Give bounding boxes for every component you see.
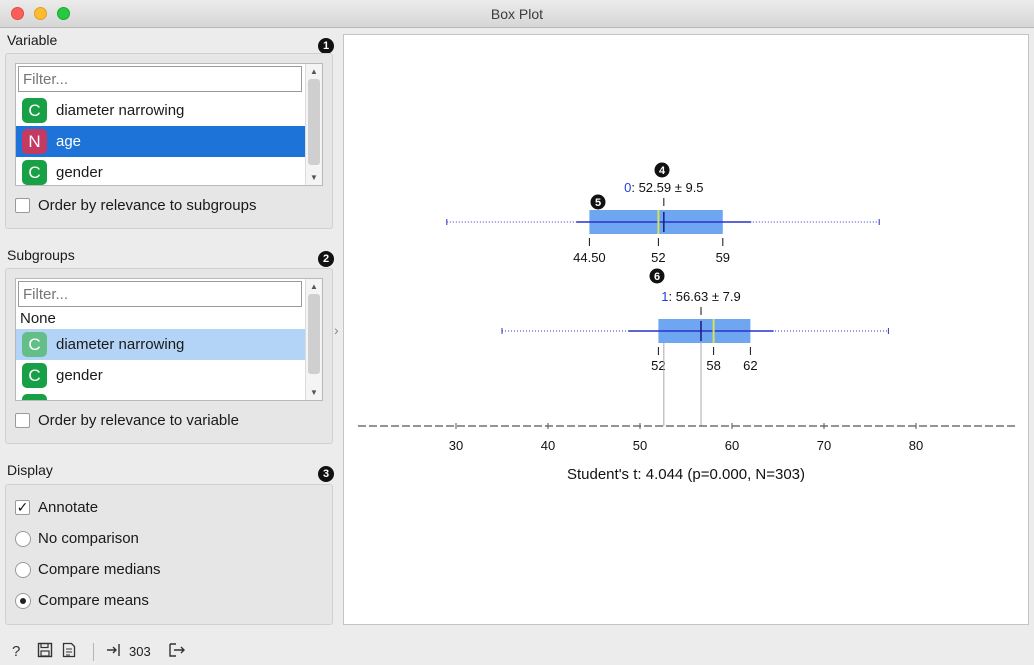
callout-badge-6	[649, 268, 665, 284]
scroll-up-arrow-icon[interactable]: ▲	[310, 67, 318, 76]
checkbox-label: Annotate	[38, 499, 99, 516]
stat-tick-label-1-1: 58	[706, 358, 720, 373]
variable-list-scrollbar[interactable]: ▲ ▼	[305, 64, 322, 185]
radio-circle[interactable]	[15, 562, 31, 578]
subgroup-item-label: None	[20, 310, 56, 327]
checkbox-box[interactable]	[15, 198, 30, 213]
radio-label: No comparison	[38, 530, 139, 547]
display-group: ✓ Annotate No comparison Compare medians…	[5, 484, 333, 625]
group-label-0: 0: 52.59 ± 9.5	[624, 180, 703, 195]
title-bar: Box Plot	[0, 0, 1034, 28]
continuous-type-icon: C	[22, 363, 47, 388]
continuous-type-icon: C	[22, 98, 47, 123]
callout-badge-2: 2	[318, 251, 334, 267]
variable-section-title: Variable	[7, 32, 58, 48]
zoom-window-button[interactable]	[57, 7, 70, 20]
continuous-type-icon: C	[22, 332, 47, 357]
scrollbar-thumb[interactable]	[308, 294, 320, 374]
subgroup-item-gender[interactable]: C gender	[16, 360, 306, 391]
variable-item-label: gender	[56, 164, 103, 181]
statistic-text: Student's t: 4.044 (p=0.000, N=303)	[567, 466, 805, 483]
subgroup-item-diameter-narrowing[interactable]: C diameter narrowing	[16, 329, 306, 360]
continuous-type-icon: C	[22, 160, 47, 185]
callout-badge-6-label: 6	[654, 271, 660, 283]
subgroup-item-label: gender	[56, 367, 103, 384]
x-axis-tick-label-2: 50	[633, 438, 647, 453]
x-axis-tick-label-3: 60	[725, 438, 739, 453]
subgroups-section-title: Subgroups	[7, 247, 75, 263]
radio-circle[interactable]	[15, 531, 31, 547]
numeric-type-icon: N	[22, 129, 47, 154]
radio-label: Compare means	[38, 592, 149, 609]
scroll-down-arrow-icon[interactable]: ▼	[310, 388, 318, 397]
stat-tick-label-0-1: 52	[651, 250, 665, 265]
subgroups-list[interactable]: None C diameter narrowing C gender ▲ ▼	[15, 278, 323, 401]
help-icon[interactable]: ?	[12, 643, 21, 660]
callout-badge-3: 3	[318, 466, 334, 482]
callout-badge-5	[590, 194, 606, 210]
stat-tick-label-1-2: 62	[743, 358, 757, 373]
stat-tick-label-0-2: 59	[716, 250, 730, 265]
radio-circle[interactable]	[15, 593, 31, 609]
collapse-panel-chevron-icon[interactable]: ›	[334, 322, 339, 338]
display-section-title: Display	[7, 462, 53, 478]
callout-badge-4	[654, 162, 670, 178]
radio-label: Compare medians	[38, 561, 161, 578]
subgroups-list-scrollbar[interactable]: ▲ ▼	[305, 279, 322, 400]
scroll-up-arrow-icon[interactable]: ▲	[310, 282, 318, 291]
subgroup-item-label: diameter narrowing	[56, 336, 185, 353]
variable-item-label: diameter narrowing	[56, 102, 185, 119]
scroll-down-arrow-icon[interactable]: ▼	[310, 173, 318, 182]
continuous-type-icon	[22, 394, 47, 400]
x-axis-tick-label-4: 70	[817, 438, 831, 453]
subgroups-group: None C diameter narrowing C gender ▲ ▼ O…	[5, 268, 333, 444]
checkbox-box[interactable]	[15, 413, 30, 428]
input-data-icon	[106, 642, 122, 662]
minimize-window-button[interactable]	[34, 7, 47, 20]
subgroups-filter-input[interactable]	[18, 281, 302, 307]
variable-item-age[interactable]: N age	[16, 126, 306, 157]
stat-tick-label-0-0: 44.50	[573, 250, 606, 265]
save-icon[interactable]	[37, 642, 53, 662]
group-label-1: 1: 56.63 ± 7.9	[661, 289, 740, 304]
callout-badge-4-label: 4	[659, 165, 666, 177]
callout-badge-1: 1	[318, 38, 334, 54]
close-window-button[interactable]	[11, 7, 24, 20]
box-plot-area[interactable]: 0: 52.59 ± 9.5 44.50 52 59 1: 56.63 ± 7.9 52 5…	[343, 34, 1029, 625]
x-axis-tick-label-0: 30	[449, 438, 463, 453]
status-separator	[93, 643, 94, 661]
variable-item-gender[interactable]: C gender	[16, 157, 306, 185]
subgroup-item-none[interactable]: None	[16, 309, 306, 329]
variable-list[interactable]: C diameter narrowing N age C gender ▲ ▼	[15, 63, 323, 186]
window-title: Box Plot	[490, 6, 544, 22]
checkbox-label: Order by relevance to subgroups	[38, 197, 257, 214]
x-axis-tick-label-5: 80	[909, 438, 923, 453]
variable-item-diameter-narrowing[interactable]: C diameter narrowing	[16, 95, 306, 126]
x-axis-tick-label-1: 40	[541, 438, 555, 453]
input-count: 303	[129, 644, 151, 659]
checkmark-icon[interactable]: ✓	[15, 499, 30, 515]
variable-group: C diameter narrowing N age C gender ▲ ▼ …	[5, 53, 333, 229]
subgroup-item-partial[interactable]	[16, 391, 306, 400]
scrollbar-thumb[interactable]	[308, 79, 320, 165]
output-data-icon	[168, 642, 186, 662]
report-icon[interactable]	[62, 642, 76, 662]
variable-filter-input[interactable]	[18, 66, 302, 92]
variable-item-label: age	[56, 133, 82, 150]
box-plot-svg: 0: 52.59 ± 9.5 44.50 52 59 1: 56.63 ± 7.9 52 5…	[358, 162, 1016, 483]
callout-badge-5-label: 5	[595, 197, 601, 209]
checkbox-label: Order by relevance to variable	[38, 412, 239, 429]
stat-tick-label-1-0: 52	[651, 358, 665, 373]
status-bar: ? 303	[0, 637, 1034, 665]
